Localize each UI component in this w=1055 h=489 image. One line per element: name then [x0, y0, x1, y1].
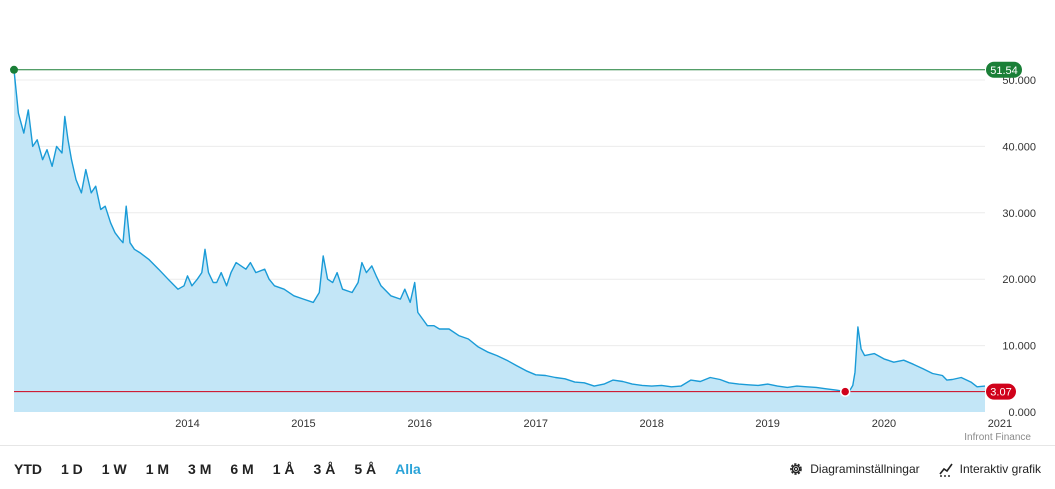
y-tick-label: 50.000 — [1002, 75, 1036, 87]
range-button[interactable]: 3 M — [188, 461, 212, 477]
range-button[interactable]: 1 Å — [272, 461, 295, 477]
x-tick-label: 2017 — [523, 418, 547, 430]
price-chart: 0.000 10.000 20.000 30.000 40.000 50.000 2014… — [10, 61, 1036, 443]
x-tick-label: 2020 — [872, 418, 896, 430]
chart-tools: Diagraminställningar Interaktiv grafik — [770, 460, 1041, 478]
y-axis-ticks: 0.000 10.000 20.000 30.000 40.000 50.000 — [1002, 75, 1036, 419]
min-badge-label: 3.07 — [990, 387, 1011, 399]
x-tick-label: 2015 — [291, 418, 315, 430]
y-tick-label: 20.000 — [1002, 274, 1036, 286]
chart-credit: Infront Finance — [964, 432, 1031, 443]
range-button[interactable]: 1 M — [145, 461, 170, 477]
y-tick-label: 10.000 — [1002, 341, 1036, 353]
range-button[interactable]: 6 M — [230, 461, 254, 477]
grid-lines — [14, 79, 985, 347]
line-chart-icon — [939, 463, 953, 477]
gear-icon — [790, 463, 803, 475]
range-button[interactable]: 3 Å — [313, 461, 336, 477]
x-tick-label: 2014 — [175, 418, 199, 430]
range-selector: YTD 1 D 1 W 1 M 3 M 6 M 1 Å 3 Å 5 Å Alla — [14, 460, 440, 478]
chart-settings-button[interactable]: Diagraminställningar — [788, 460, 920, 478]
y-tick-label: 40.000 — [1002, 141, 1036, 153]
price-line — [13, 69, 986, 393]
range-button[interactable]: Alla — [395, 461, 421, 477]
range-button[interactable]: 1 D — [61, 461, 83, 477]
price-area — [14, 70, 985, 412]
chart-toolbar: YTD 1 D 1 W 1 M 3 M 6 M 1 Å 3 Å 5 Å Alla Diagrami… — [0, 445, 1055, 489]
range-button[interactable]: 5 Å — [354, 461, 377, 477]
min-marker — [839, 386, 851, 397]
range-button[interactable]: 1 W — [101, 461, 127, 477]
max-badge-label: 51.54 — [990, 65, 1018, 77]
max-badge: 51.54 — [986, 61, 1022, 78]
y-tick-label: 30.000 — [1002, 208, 1036, 220]
x-axis-ticks: 2014 2015 2016 2017 2018 2019 2020 2021 — [175, 418, 1012, 430]
max-marker — [10, 65, 18, 74]
x-tick-label: 2018 — [639, 418, 663, 430]
min-badge: 3.07 — [986, 383, 1016, 400]
x-tick-label: 2016 — [408, 418, 432, 430]
y-tick-label: 0.000 — [1008, 407, 1036, 419]
x-tick-label: 2019 — [755, 418, 779, 430]
interactive-chart-label: Interaktiv grafik — [959, 462, 1041, 476]
x-tick-label: 2021 — [988, 418, 1012, 430]
chart-settings-label: Diagraminställningar — [810, 462, 920, 476]
range-button[interactable]: YTD — [14, 461, 42, 477]
interactive-chart-button[interactable]: Interaktiv grafik — [938, 460, 1041, 478]
